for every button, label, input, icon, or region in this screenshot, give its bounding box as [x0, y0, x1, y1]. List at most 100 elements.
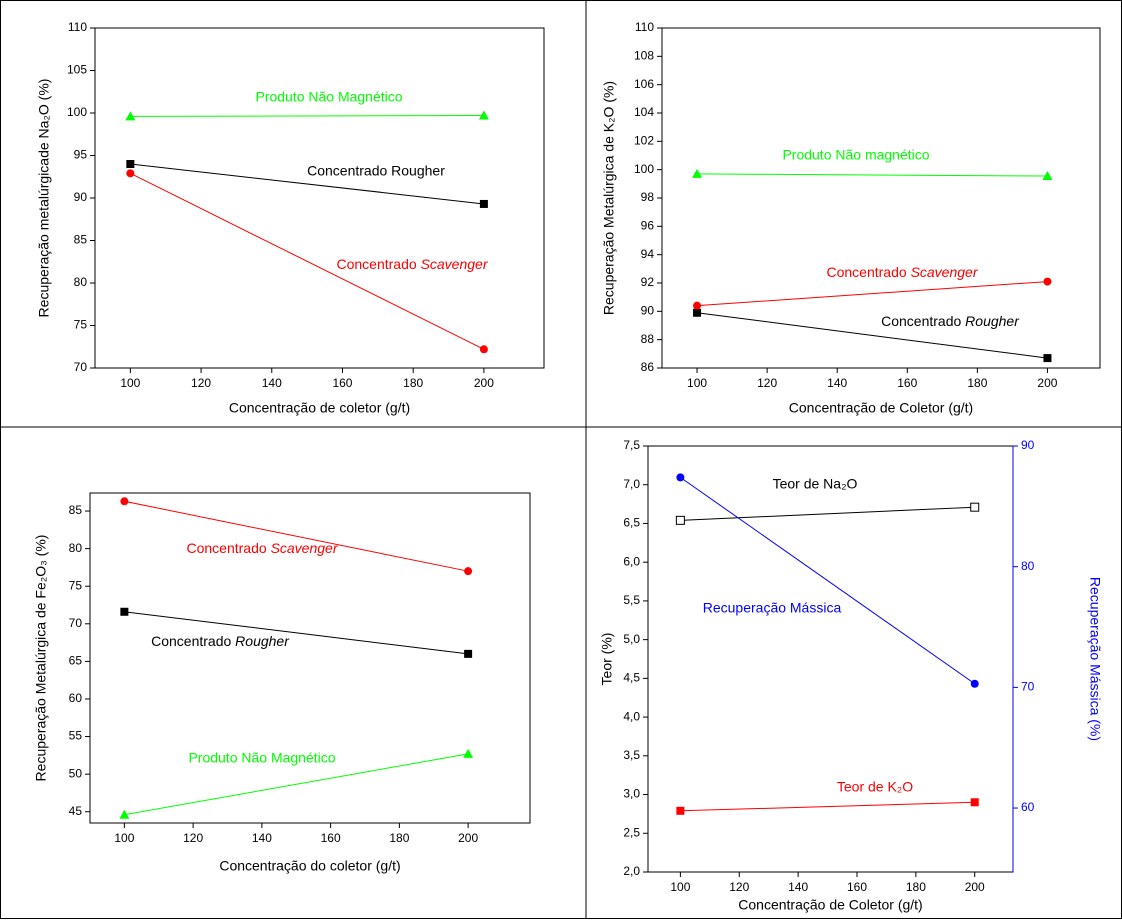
x-tick-label: 120 — [729, 880, 749, 894]
y-tick-label: 5,5 — [623, 593, 640, 607]
series-line — [130, 115, 484, 117]
x-tick-label: 180 — [967, 376, 987, 390]
x-tick-label: 140 — [262, 376, 282, 390]
y-tick-label: 100 — [634, 162, 654, 176]
y-tick-label: 70 — [69, 616, 83, 630]
y-tick-label: 80 — [69, 541, 83, 555]
y-tick-label: 85 — [69, 503, 83, 517]
x-tick-label: 200 — [1037, 376, 1057, 390]
y-tick-label: 88 — [641, 332, 655, 346]
y-tick-label: 85 — [74, 233, 88, 247]
y2-tick-label: 60 — [1021, 800, 1035, 814]
series-line — [696, 312, 1048, 359]
y2-tick-label: 70 — [1021, 680, 1035, 694]
y-tick-label: 86 — [641, 360, 655, 374]
marker — [676, 806, 685, 815]
y-tick-label: 95 — [74, 148, 88, 162]
marker — [693, 301, 702, 310]
marker — [478, 110, 489, 120]
y-tick-label: 7,0 — [623, 477, 640, 491]
series-line — [697, 281, 1048, 307]
y-tick-label: 55 — [69, 729, 83, 743]
x-tick-label: 200 — [965, 880, 985, 894]
x-tick-label: 180 — [403, 376, 423, 390]
x-tick-label: 100 — [687, 376, 707, 390]
y-tick-label: 110 — [68, 20, 87, 34]
x-axis-label: Concentração de Coletor (g/t) — [789, 400, 973, 416]
series-line — [124, 500, 469, 572]
y2-tick-label: 90 — [1021, 438, 1035, 452]
series-label: Produto Não Magnético — [255, 89, 402, 105]
y-tick-label: 6,5 — [623, 516, 640, 530]
y-tick-label: 110 — [635, 20, 654, 34]
y-tick-label: 96 — [641, 219, 655, 233]
y-tick-label: 108 — [634, 49, 654, 63]
x-tick-label: 160 — [332, 376, 352, 390]
marker — [970, 679, 979, 688]
marker — [120, 497, 129, 506]
y-tick-label: 45 — [69, 804, 83, 818]
marker — [676, 473, 685, 482]
y-tick-label: 100 — [67, 105, 87, 119]
y-tick-label: 2,5 — [623, 825, 640, 839]
series-label: Produto Não magnético — [782, 147, 929, 163]
y2-axis-label: Recuperação Mássica (%) — [1087, 577, 1103, 741]
series-line — [680, 476, 976, 685]
y-tick-label: 70 — [74, 360, 88, 374]
marker — [120, 607, 129, 616]
marker — [1043, 354, 1052, 363]
y2-tick-label: 80 — [1021, 559, 1035, 573]
y-tick-label: 98 — [641, 190, 655, 204]
y-tick-label: 90 — [74, 190, 88, 204]
y-tick-label: 90 — [641, 304, 655, 318]
series-label: Teor de Na₂O — [773, 476, 858, 492]
marker — [693, 308, 702, 317]
series-line — [680, 506, 975, 521]
x-tick-label: 100 — [670, 880, 690, 894]
plot-frame — [89, 492, 531, 824]
x-tick-label: 140 — [252, 831, 272, 845]
y-tick-label: 2,0 — [623, 864, 640, 878]
series-label: Concentrado Scavenger — [827, 264, 979, 280]
marker — [126, 169, 135, 178]
x-tick-label: 160 — [897, 376, 917, 390]
y-axis-label: Recuperação Metalúrgica de Fe₂O₃ (%) — [33, 535, 49, 782]
y-axis-label: Recuperação Metalúrgica de K₂O (%) — [601, 81, 617, 315]
marker — [1043, 277, 1052, 286]
x-tick-label: 120 — [191, 376, 211, 390]
x-tick-label: 200 — [458, 831, 478, 845]
x-tick-label: 180 — [906, 880, 926, 894]
y-tick-label: 102 — [634, 134, 654, 148]
y-tick-label: 92 — [641, 275, 655, 289]
y-tick-label: 3,5 — [623, 748, 640, 762]
series-line — [130, 163, 484, 205]
y-axis-label: Recuperação metalúrgicade Na₂O (%) — [36, 79, 52, 318]
x-tick-label: 140 — [827, 376, 847, 390]
marker — [1042, 171, 1053, 181]
series-label: Recuperação Mássica — [703, 600, 842, 616]
y-tick-label: 105 — [67, 63, 87, 77]
y-tick-label: 7,5 — [623, 438, 640, 452]
x-tick-label: 100 — [114, 831, 134, 845]
series-label: Concentrado Rougher — [307, 163, 445, 179]
series-line — [697, 173, 1048, 177]
y-tick-label: 106 — [634, 77, 654, 91]
marker — [464, 649, 473, 658]
x-tick-label: 160 — [321, 831, 341, 845]
y-tick-label: 6,0 — [623, 554, 640, 568]
marker — [479, 199, 488, 208]
series-line — [680, 801, 975, 812]
series-label: Concentrado Rougher — [151, 633, 290, 649]
x-tick-label: 160 — [847, 880, 867, 894]
y-tick-label: 4,0 — [623, 709, 640, 723]
marker — [479, 345, 488, 354]
marker — [970, 798, 979, 807]
marker — [126, 160, 135, 168]
x-tick-label: 140 — [788, 880, 808, 894]
x-axis-label: Concentração de coletor (g/t) — [229, 400, 410, 416]
marker — [463, 748, 474, 758]
y-tick-label: 65 — [69, 654, 83, 668]
x-axis-label: Concentração de Coletor (g/t) — [738, 897, 922, 913]
